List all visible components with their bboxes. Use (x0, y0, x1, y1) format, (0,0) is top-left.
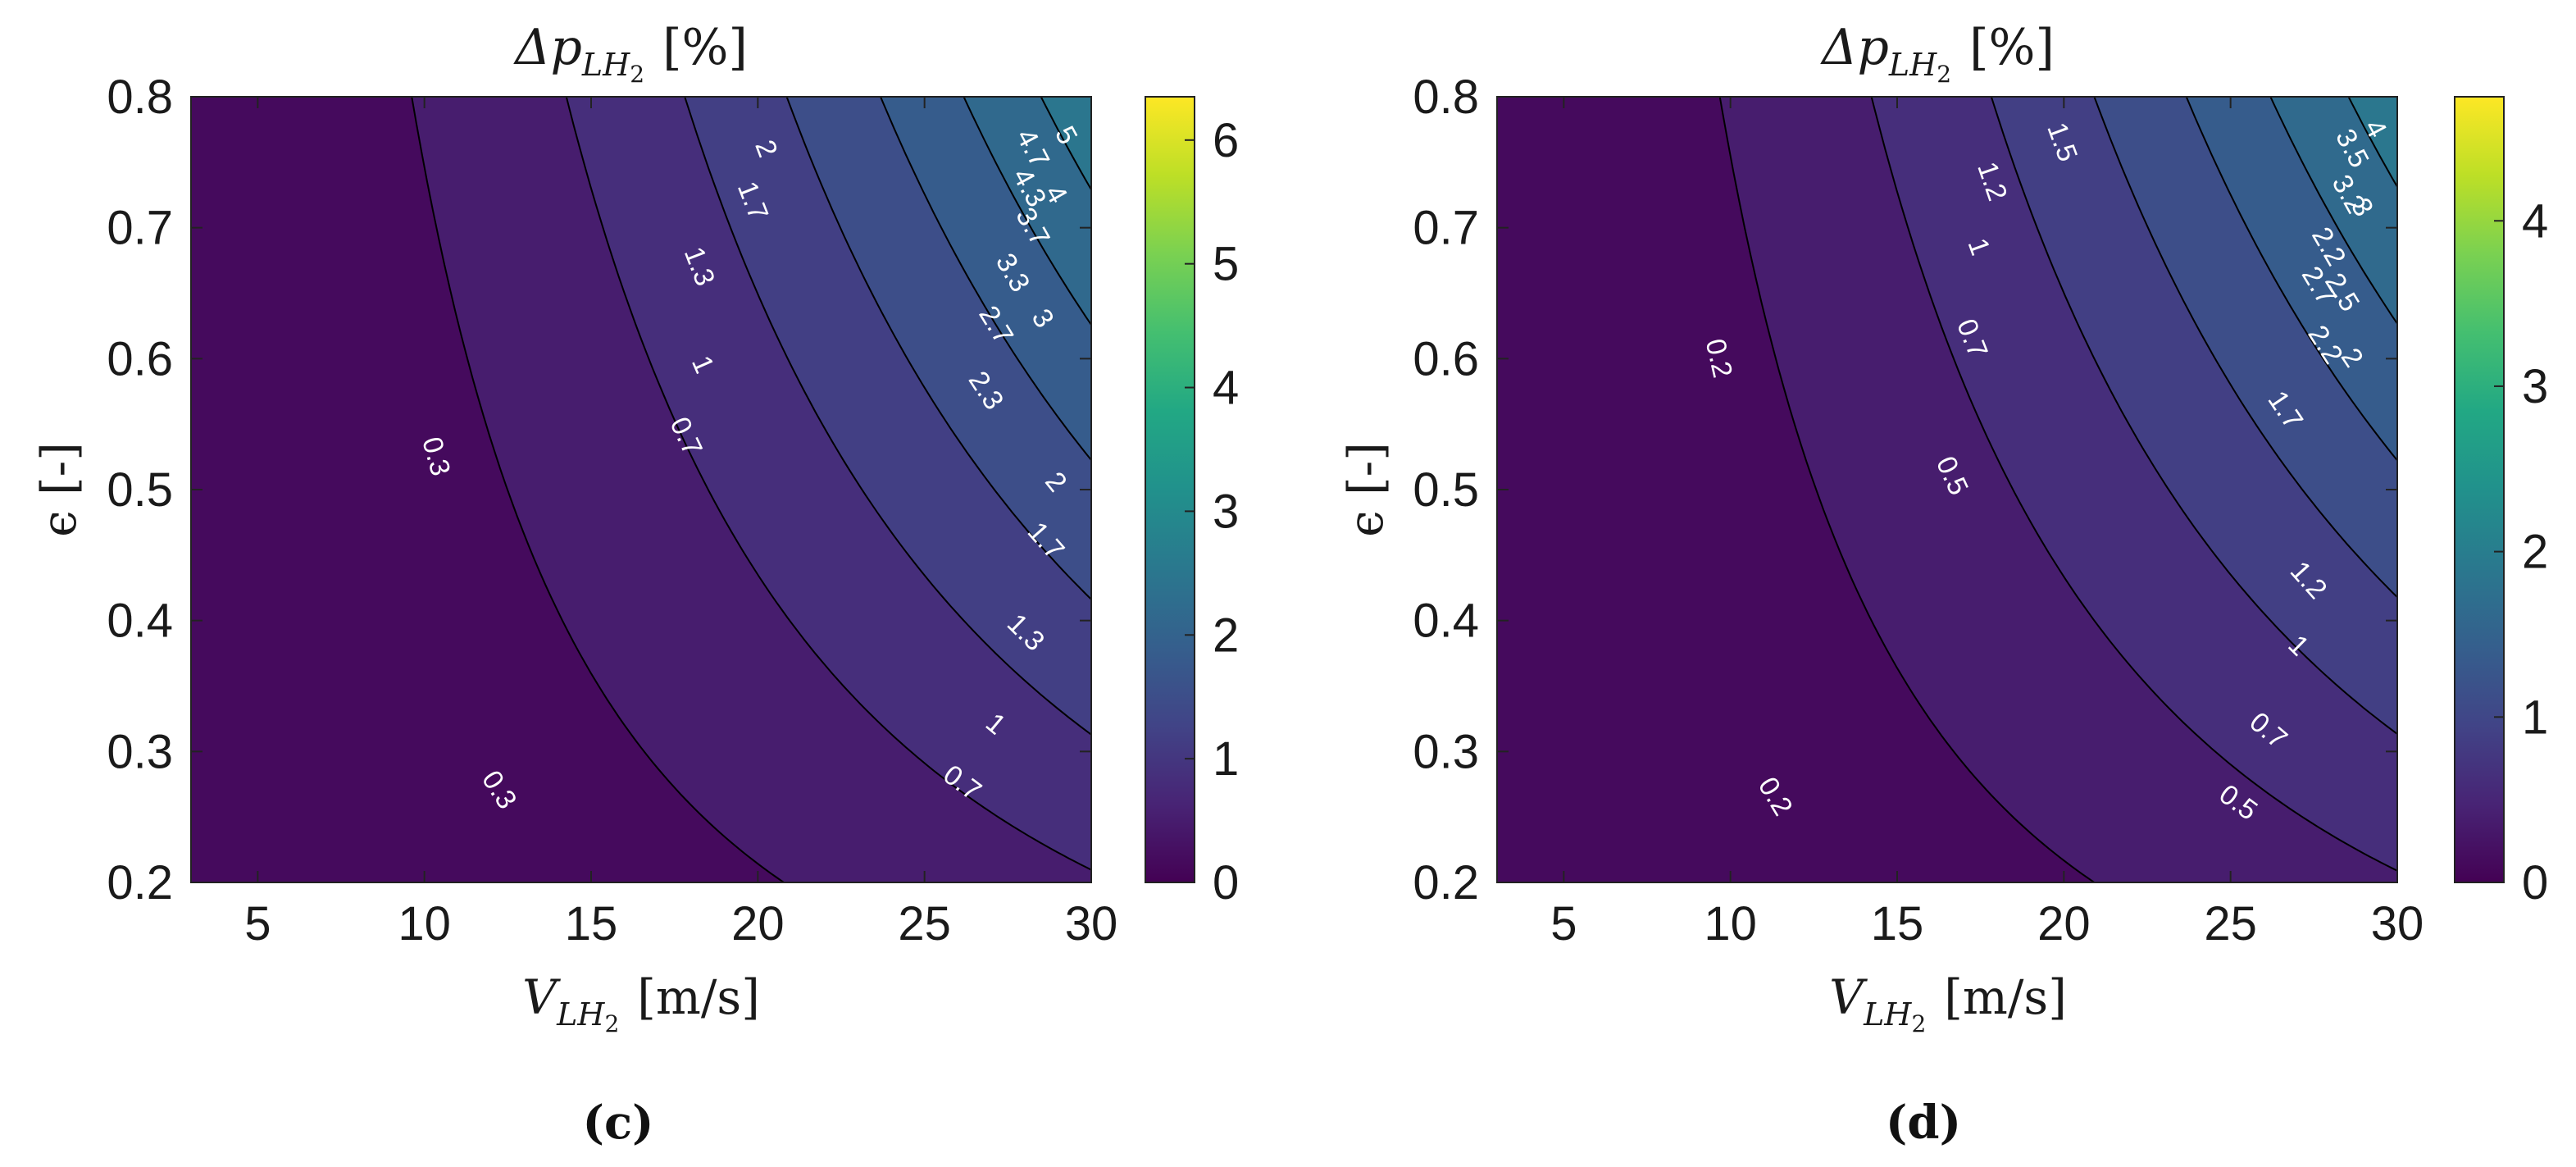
contour-line (1718, 97, 2096, 882)
x-tick-label: 25 (898, 897, 951, 950)
panel-c-title-main: Δp (513, 19, 582, 76)
y-tick-label: 0.6 (1413, 332, 1479, 385)
contour-band (963, 97, 1091, 325)
panel-c-colorbar-ticks: 0 1 2 3 4 5 6 (1185, 114, 1239, 909)
contour-line (191, 0, 1091, 50)
x-tick-label: 25 (2204, 897, 2257, 950)
colorbar-tick-label: 1 (1213, 732, 1239, 786)
y-tick-label: 0.8 (107, 71, 173, 124)
panel-d-xlabel-subsub: 2 (1911, 1010, 1926, 1037)
y-tick-label: 0.7 (1413, 202, 1479, 255)
panel-d-colorbar-ticks: 0 1 2 3 4 (2494, 194, 2548, 909)
panel-d-title-subsub: 2 (1937, 61, 1951, 88)
contour-line (565, 97, 1091, 871)
y-tick-label: 0.3 (107, 725, 173, 778)
panel-d-x-axis-label: VLH2 [m/s] (1829, 969, 2067, 1037)
contour-line (2093, 97, 2397, 598)
colorbar-tick-label: 2 (1213, 609, 1239, 662)
panel-c-title-sub: LH (581, 47, 630, 83)
panel-c-xlabel-subsub: 2 (604, 1010, 619, 1037)
panel-c-ticks: 5 10 15 20 25 30 0.2 0.3 0.4 0.5 0.6 0.7 0.8 (107, 71, 1117, 950)
panel-d-xlabel-main: V (1829, 969, 1868, 1025)
colorbar-tick-label: 3 (1213, 485, 1239, 538)
panel-d-plot-area: 0.20.20.50.711.21.50.50.711.21.722.22.52… (1497, 0, 2397, 882)
panel-d-title-unit: [%] (1969, 19, 2055, 76)
x-tick-label: 30 (2371, 897, 2424, 950)
contour-line (1497, 0, 2397, 50)
y-tick-label: 0.8 (1413, 71, 1479, 124)
x-tick-label: 20 (731, 897, 785, 950)
colorbar-tick-label: 0 (1213, 856, 1239, 909)
colorbar-tick-label: 6 (1213, 114, 1239, 167)
panel-c-colorbar (1145, 96, 1195, 883)
panel-c-label: (c) (582, 1096, 653, 1150)
contour-line (411, 97, 785, 882)
y-tick-label: 0.2 (1413, 856, 1479, 909)
contour-line (2185, 97, 2397, 462)
x-tick-label: 5 (1550, 897, 1577, 950)
y-tick-label: 0.2 (107, 856, 173, 909)
colorbar-tick-label: 0 (2522, 856, 2548, 909)
colorbar-tick-label: 3 (2522, 360, 2548, 413)
panel-c-xlabel-sub: LH (556, 996, 605, 1033)
contour-panel-d: ΔpLH2 [%] 0.20.20.50.711.21.50.50.711.21.… (1338, 0, 2548, 1150)
panel-d-xlabel-sub: LH (1863, 996, 1912, 1033)
y-tick-label: 0.4 (107, 595, 173, 648)
contour-line (785, 97, 1091, 600)
contour-line (684, 97, 1091, 736)
contour-line (1870, 97, 2397, 872)
colorbar-tick-label: 4 (1213, 362, 1239, 415)
panel-c-y-axis-label: ϵ [-] (31, 442, 87, 537)
panel-d-colorbar (2454, 96, 2505, 883)
x-tick-label: 10 (1704, 897, 1757, 950)
x-tick-label: 15 (565, 897, 618, 950)
panel-c-xlabel-main: V (522, 969, 561, 1025)
panel-c-xlabel-unit: [m/s] (637, 969, 760, 1025)
panel-c-title-unit: [%] (662, 19, 748, 76)
colorbar-tick-label: 2 (2522, 526, 2548, 579)
colorbar-tick-label: 1 (2522, 691, 2548, 744)
y-tick-label: 0.4 (1413, 595, 1479, 648)
panel-c-x-axis-label: VLH2 [m/s] (522, 969, 760, 1037)
panel-d-xlabel-unit: [m/s] (1944, 969, 2067, 1025)
panel-d-y-axis-label: ϵ [-] (1338, 442, 1394, 537)
y-tick-label: 0.3 (1413, 725, 1479, 778)
y-tick-label: 0.5 (107, 463, 173, 517)
x-tick-label: 5 (244, 897, 271, 950)
panel-d-ticks: 5 10 15 20 25 30 0.2 0.3 0.4 0.5 0.6 0.7 0.8 (1413, 71, 2424, 950)
contour-line (879, 97, 1091, 461)
colorbar-tick-label: 5 (1213, 238, 1239, 291)
x-tick-label: 10 (398, 897, 451, 950)
panel-d-title-sub: LH (1888, 47, 1937, 83)
panel-c-title-subsub: 2 (630, 61, 644, 88)
y-tick-label: 0.6 (107, 332, 173, 385)
panel-d-label: (d) (1886, 1096, 1961, 1150)
contour-panel-c: ΔpLH2 [%] 0.30.3 0.711.31.720.711.31.722.3… (31, 0, 1239, 1150)
panel-c-title: ΔpLH2 [%] (513, 19, 748, 88)
x-tick-label: 30 (1065, 897, 1118, 950)
panel-c-plot-area: 0.30.3 0.711.31.720.711.31.722.32.7 33.33.… (191, 0, 1091, 882)
panel-d-title-main: Δp (1820, 19, 1889, 76)
x-tick-label: 20 (2037, 897, 2091, 950)
contour-band (2270, 97, 2397, 324)
colorbar-tick-label: 4 (2522, 194, 2548, 248)
contour-line (1990, 97, 2397, 735)
panel-d-title: ΔpLH2 [%] (1820, 19, 2055, 88)
y-tick-label: 0.7 (107, 202, 173, 255)
y-tick-label: 0.5 (1413, 463, 1479, 517)
x-tick-label: 15 (1871, 897, 1924, 950)
